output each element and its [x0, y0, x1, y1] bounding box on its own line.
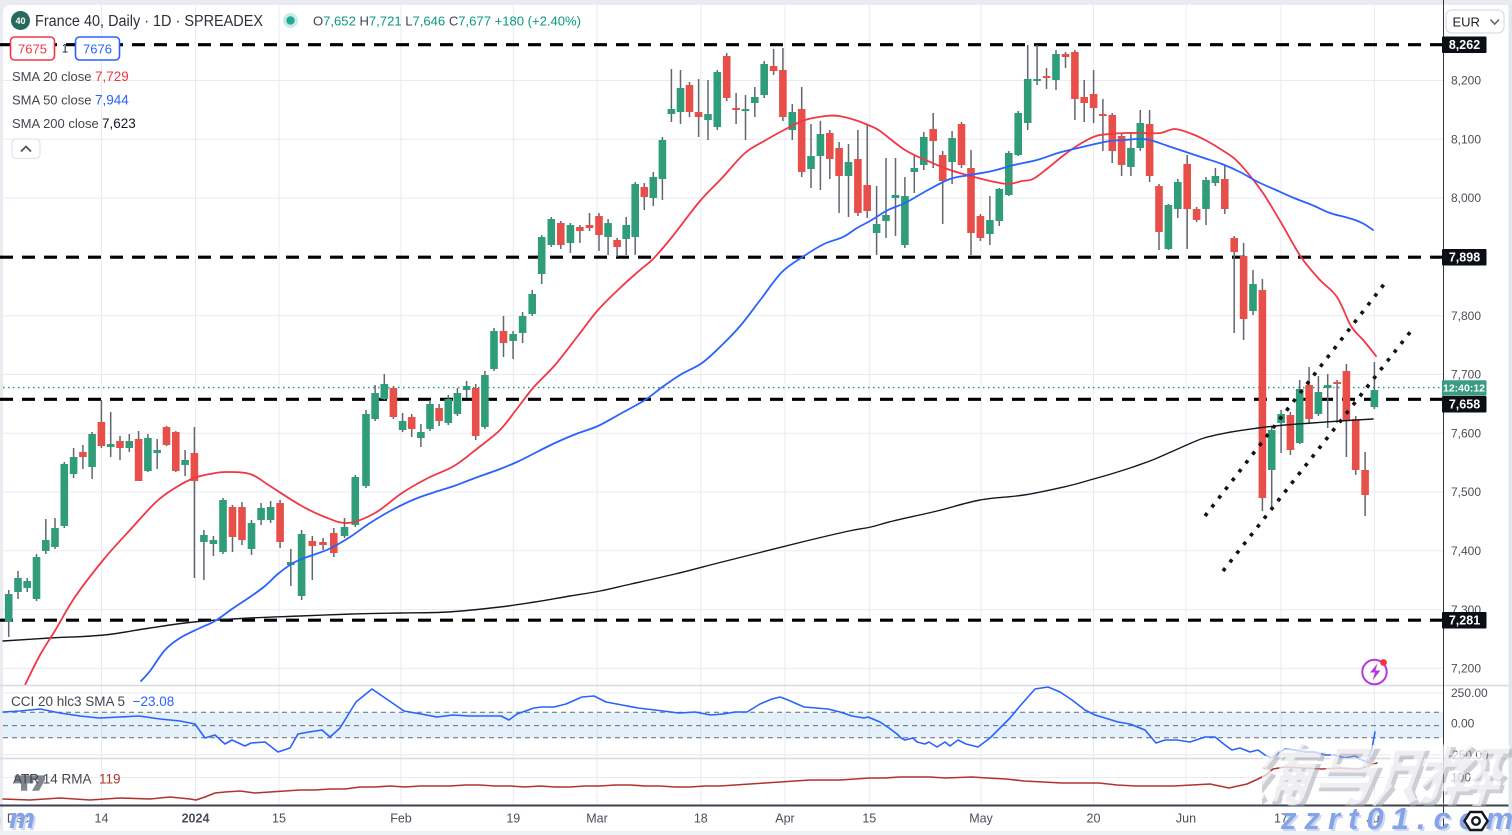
svg-text:SMA 200 close: SMA 200 close: [12, 116, 99, 131]
svg-text:1: 1: [62, 44, 68, 56]
svg-text:May: May: [969, 812, 993, 826]
svg-text:7,500: 7,500: [1451, 485, 1481, 499]
svg-text:7675: 7675: [18, 42, 47, 57]
svg-text:2024: 2024: [182, 812, 210, 826]
svg-text:14: 14: [95, 812, 109, 826]
svg-text:SMA 50 close: SMA 50 close: [12, 92, 92, 107]
svg-text:CCI 20 hlc3 SMA 5 −23.08: CCI 20 hlc3 SMA 5 −23.08: [11, 694, 174, 709]
svg-text:17: 17: [1274, 812, 1288, 826]
svg-text:Dec: Dec: [7, 812, 29, 826]
svg-text:Jul: Jul: [1366, 812, 1382, 826]
svg-text:0.00: 0.00: [1451, 717, 1475, 731]
svg-text:7676: 7676: [83, 42, 112, 57]
svg-text:7,898: 7,898: [1449, 251, 1480, 265]
svg-text:8,262: 8,262: [1449, 38, 1480, 52]
svg-text:Feb: Feb: [390, 812, 412, 826]
svg-text:Mar: Mar: [586, 812, 608, 826]
svg-text:40: 40: [15, 16, 25, 26]
svg-text:7,658: 7,658: [1449, 398, 1480, 412]
svg-text:19: 19: [506, 812, 520, 826]
svg-text:8,100: 8,100: [1451, 133, 1481, 147]
svg-text:7,200: 7,200: [1451, 662, 1481, 676]
svg-text:7,944: 7,944: [95, 92, 129, 107]
svg-text:7,623: 7,623: [102, 116, 136, 131]
svg-text:France 40, Daily · 1D · SPREAD: France 40, Daily · 1D · SPREADEX: [35, 13, 264, 30]
svg-text:7,800: 7,800: [1451, 309, 1481, 323]
svg-text:7,600: 7,600: [1451, 427, 1481, 441]
svg-text:12:40:12: 12:40:12: [1443, 383, 1485, 395]
svg-text:O7,652 H7,721 L7,646 C7,677 +1: O7,652 H7,721 L7,646 C7,677 +180 (+2.40%…: [313, 14, 581, 29]
svg-text:15: 15: [272, 812, 286, 826]
svg-text:ATR 14 RMA 119: ATR 14 RMA 119: [13, 772, 121, 787]
svg-text:15: 15: [862, 812, 876, 826]
svg-text:8,000: 8,000: [1451, 191, 1481, 205]
svg-text:EUR: EUR: [1453, 15, 1480, 30]
svg-text:250.00: 250.00: [1451, 686, 1488, 700]
svg-text:7,700: 7,700: [1451, 368, 1481, 382]
svg-text:7,281: 7,281: [1449, 614, 1480, 628]
svg-text:7,400: 7,400: [1451, 544, 1481, 558]
svg-text:18: 18: [694, 812, 708, 826]
svg-text:7,729: 7,729: [95, 69, 129, 84]
svg-text:SMA 20 close: SMA 20 close: [12, 69, 92, 84]
svg-text:8,200: 8,200: [1451, 74, 1481, 88]
svg-text:Jun: Jun: [1176, 812, 1196, 826]
svg-text:20: 20: [1087, 812, 1101, 826]
svg-text:Apr: Apr: [775, 812, 794, 826]
